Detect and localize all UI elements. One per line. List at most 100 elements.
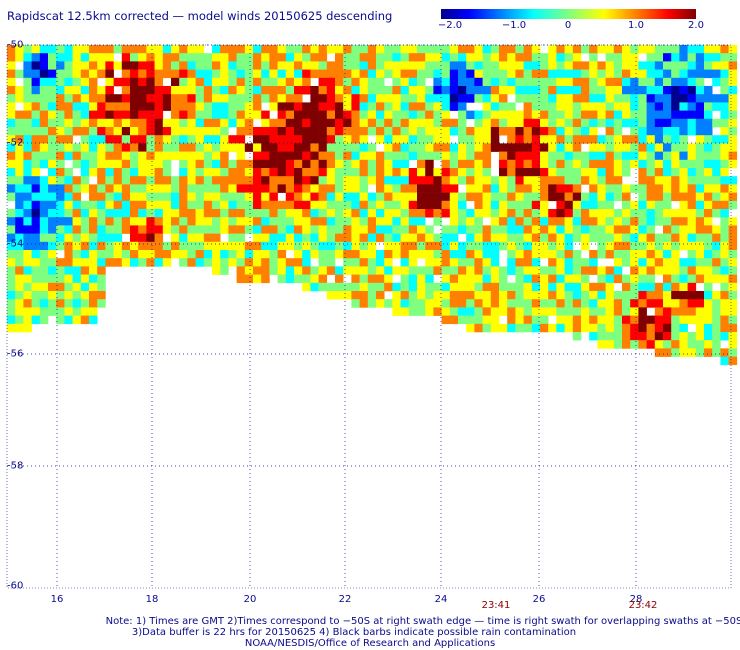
wind-cell — [654, 184, 664, 193]
wind-cell — [564, 94, 574, 103]
wind-cell — [269, 258, 278, 267]
wind-cell — [56, 315, 65, 325]
wind-cell — [97, 151, 106, 161]
wind-cell — [80, 184, 90, 193]
wind-cell — [261, 258, 270, 267]
wind-cell — [326, 77, 336, 87]
wind-cell — [376, 110, 385, 120]
wind-cell — [564, 159, 574, 169]
wind-cell — [212, 241, 221, 251]
wind-cell — [523, 282, 533, 292]
wind-cell — [425, 274, 434, 284]
wind-cell — [179, 159, 188, 169]
wind-cell — [187, 159, 196, 169]
wind-cell — [515, 192, 524, 202]
wind-cell — [15, 127, 24, 136]
wind-cell — [244, 127, 254, 136]
wind-cell — [220, 266, 229, 275]
wind-cell — [359, 102, 369, 111]
wind-cell — [695, 184, 705, 193]
wind-cell — [654, 266, 664, 275]
wind-cell — [441, 143, 451, 152]
wind-cell — [154, 69, 164, 79]
wind-cell — [351, 291, 360, 300]
wind-cell — [679, 225, 688, 234]
wind-cell — [244, 250, 254, 259]
wind-cell — [220, 53, 229, 62]
wind-cell — [671, 274, 680, 284]
wind-cell — [130, 168, 139, 177]
wind-cell — [433, 102, 442, 111]
wind-cell — [622, 217, 631, 226]
wind-cell — [712, 102, 721, 111]
wind-cell — [531, 53, 541, 62]
wind-cell — [236, 184, 246, 193]
wind-cell — [302, 225, 311, 234]
wind-cell — [244, 53, 254, 62]
wind-cell — [359, 291, 369, 300]
wind-cell — [105, 110, 114, 120]
wind-cell — [400, 168, 410, 177]
wind-cell — [556, 192, 565, 202]
wind-cell — [679, 315, 688, 325]
wind-cell — [499, 143, 508, 152]
wind-cell — [294, 86, 303, 95]
wind-cell — [581, 151, 590, 161]
wind-cell — [72, 241, 82, 251]
wind-cell — [597, 225, 606, 234]
wind-cell — [39, 184, 49, 193]
wind-cell — [482, 86, 492, 95]
wind-cell — [269, 102, 278, 111]
wind-cell — [695, 102, 705, 111]
wind-cell — [630, 323, 639, 333]
wind-cell — [679, 69, 688, 79]
wind-cell — [499, 94, 508, 103]
wind-cell — [236, 127, 246, 136]
wind-cell — [31, 291, 41, 300]
wind-cell — [663, 266, 672, 275]
wind-cell — [474, 184, 483, 193]
wind-cell — [367, 233, 377, 243]
wind-cell — [482, 69, 492, 79]
wind-cell — [540, 168, 549, 177]
wind-cell — [449, 53, 459, 62]
wind-cell — [179, 86, 188, 95]
wind-cell — [228, 102, 237, 111]
wind-cell — [400, 291, 410, 300]
wind-cell — [179, 151, 188, 161]
wind-cell — [531, 266, 541, 275]
wind-cell — [581, 127, 590, 136]
wind-cell — [654, 250, 664, 259]
wind-cell — [466, 192, 475, 202]
wind-cell — [564, 176, 574, 185]
wind-cell — [97, 45, 106, 54]
wind-cell — [474, 233, 483, 243]
wind-cell — [654, 332, 664, 341]
wind-cell — [318, 200, 328, 210]
wind-cell — [695, 299, 705, 308]
wind-cell — [564, 282, 574, 292]
wind-cell — [540, 274, 549, 284]
wind-cell — [515, 291, 524, 300]
wind-cell — [335, 192, 344, 202]
wind-cell — [171, 176, 180, 185]
wind-cell — [269, 61, 278, 70]
wind-cell — [187, 209, 196, 218]
wind-cell — [408, 69, 418, 79]
wind-cell — [56, 127, 65, 136]
wind-cell — [130, 102, 139, 111]
wind-cell — [89, 307, 98, 316]
wind-cell — [261, 233, 270, 243]
wind-cell — [195, 159, 205, 169]
wind-cell — [556, 86, 565, 95]
wind-cell — [605, 233, 615, 243]
wind-cell — [663, 192, 672, 202]
wind-cell — [294, 266, 303, 275]
wind-cell — [162, 135, 172, 144]
wind-cell — [556, 200, 565, 210]
wind-cell — [449, 315, 459, 325]
wind-cell — [351, 168, 360, 177]
wind-cell — [638, 168, 647, 177]
wind-cell — [376, 53, 385, 62]
wind-cell — [728, 176, 738, 185]
